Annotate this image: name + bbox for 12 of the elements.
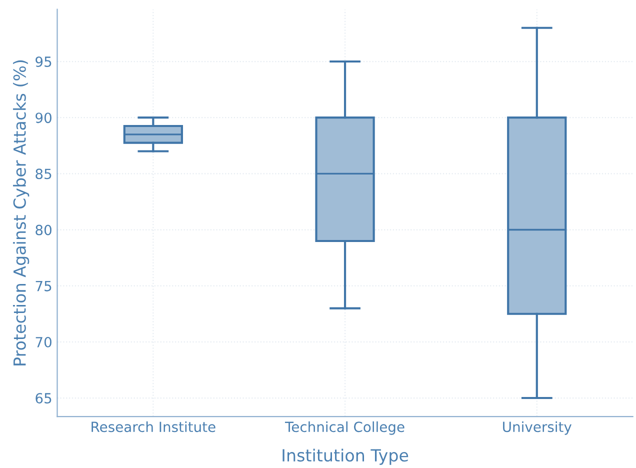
y-tick-label: 75 (36, 281, 52, 292)
x-tick-label: University (503, 421, 572, 435)
y-tick-label: 80 (36, 224, 52, 236)
x-tick-label: Research Institute (92, 421, 216, 432)
x-tick-label: Technical College (284, 421, 404, 435)
y-tick-label: 90 (36, 112, 52, 124)
y-tick-label: 95 (36, 56, 52, 67)
y-tick-label: 65 (36, 392, 52, 404)
y-tick-label: 70 (36, 336, 52, 348)
x-axis-title: Institution Type (282, 448, 408, 465)
y-axis-title: Protection Against Cyber Attacks (%) (13, 60, 30, 366)
y-tick-label: 85 (36, 168, 52, 180)
